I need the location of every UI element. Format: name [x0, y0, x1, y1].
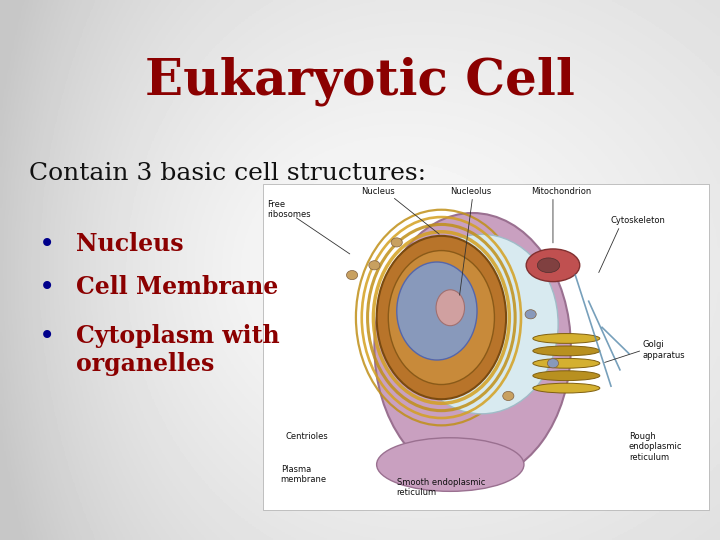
Ellipse shape	[436, 290, 464, 326]
Text: Centrioles: Centrioles	[285, 432, 328, 441]
Text: Cytoskeleton: Cytoskeleton	[611, 216, 666, 225]
Text: •: •	[39, 324, 55, 351]
Text: Eukaryotic Cell: Eukaryotic Cell	[145, 57, 575, 106]
Ellipse shape	[374, 213, 571, 481]
Text: Cytoplasm with
organelles: Cytoplasm with organelles	[76, 324, 279, 376]
Text: Mitochondrion: Mitochondrion	[531, 187, 591, 196]
Text: Rough
endoplasmic
reticulum: Rough endoplasmic reticulum	[629, 432, 683, 462]
Ellipse shape	[369, 261, 380, 270]
Ellipse shape	[377, 438, 524, 491]
Text: Contain 3 basic cell structures:: Contain 3 basic cell structures:	[29, 162, 426, 185]
Ellipse shape	[405, 234, 558, 414]
Text: Cell Membrane: Cell Membrane	[76, 275, 278, 299]
Ellipse shape	[533, 346, 600, 356]
Text: •: •	[39, 275, 55, 302]
Ellipse shape	[377, 236, 506, 399]
Bar	[263, 184, 709, 510]
Ellipse shape	[537, 258, 559, 273]
Text: Nucleus: Nucleus	[361, 187, 395, 196]
Text: Nucleolus: Nucleolus	[450, 187, 492, 196]
Ellipse shape	[533, 334, 600, 343]
Text: Free
ribosomes: Free ribosomes	[267, 200, 311, 219]
Ellipse shape	[525, 310, 536, 319]
Ellipse shape	[526, 249, 580, 281]
Text: Nucleus: Nucleus	[76, 232, 183, 256]
Ellipse shape	[391, 238, 402, 247]
Text: Golgi
apparatus: Golgi apparatus	[642, 340, 685, 360]
Ellipse shape	[388, 251, 495, 384]
Ellipse shape	[547, 359, 559, 368]
Ellipse shape	[533, 371, 600, 381]
Ellipse shape	[503, 392, 514, 401]
Ellipse shape	[533, 383, 600, 393]
Text: Smooth endoplasmic
reticulum: Smooth endoplasmic reticulum	[397, 477, 485, 497]
Text: •: •	[39, 232, 55, 259]
Ellipse shape	[533, 359, 600, 368]
Ellipse shape	[346, 271, 358, 280]
Ellipse shape	[397, 262, 477, 360]
Text: Plasma
membrane: Plasma membrane	[281, 464, 327, 484]
